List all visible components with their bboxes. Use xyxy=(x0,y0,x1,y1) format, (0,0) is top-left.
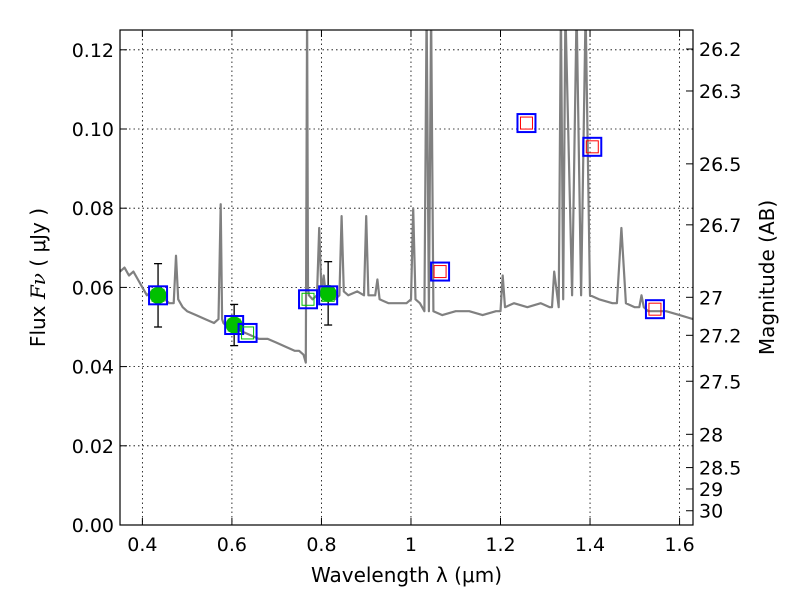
model-square-green-inner xyxy=(227,318,241,332)
y2-tick-label: 28 xyxy=(699,424,723,446)
y2-tick-label: 26.5 xyxy=(699,154,741,176)
model-square-red xyxy=(644,299,665,320)
x-tick-label: 0.4 xyxy=(127,534,157,556)
y-tick-label: 0.10 xyxy=(72,119,114,141)
x-tick-label: 0.8 xyxy=(306,534,336,556)
y-axis-title-suffix: ( μJy ) xyxy=(26,208,50,273)
model-square-red-inner xyxy=(648,302,662,316)
model-square-green xyxy=(318,285,339,306)
grid xyxy=(120,30,693,526)
x-tick-label: 1.6 xyxy=(664,534,694,556)
spectrum-line xyxy=(120,30,693,364)
y-axis-title: Flux Fν ( μJy ) xyxy=(26,208,50,347)
y2-tick-label: 26.7 xyxy=(699,215,741,237)
y2-tick-label: 26.2 xyxy=(699,39,741,61)
model-square-red-inner xyxy=(433,265,447,279)
photometry-markers xyxy=(148,113,665,343)
plot-frame xyxy=(119,29,694,526)
model-square-red-inner xyxy=(585,140,599,154)
model-square-green-inner xyxy=(321,288,335,302)
y-tick-label: 0.06 xyxy=(72,277,114,299)
right-axis-title: Magnitude (AB) xyxy=(755,200,779,355)
model-square-green xyxy=(298,289,319,310)
model-square-green-inner xyxy=(241,326,255,340)
y2-tick-label: 26.3 xyxy=(699,81,741,103)
model-square-red xyxy=(430,261,451,282)
spectrum-series xyxy=(120,30,693,364)
y2-tick-label: 29 xyxy=(699,479,723,501)
ticks: 0.4 0.6 0.8 1 1.2 1.4 1.6 0.00 0.02 0.04 0.06 0.08 0… xyxy=(72,30,741,556)
x-tick-label: 1.4 xyxy=(575,534,605,556)
y-tick-label: 0.04 xyxy=(72,357,114,379)
y-tick-label: 0.12 xyxy=(72,40,114,62)
y-axis-title-symbol: Fν xyxy=(26,273,50,300)
x-tick-label: 1 xyxy=(405,534,417,556)
y2-tick-label: 27.5 xyxy=(699,371,741,393)
model-square-red xyxy=(516,113,537,134)
model-square-red xyxy=(582,136,603,157)
y2-tick-label: 30 xyxy=(699,501,723,523)
y-axis-title-prefix: Flux xyxy=(26,299,50,347)
y2-tick-label: 27.2 xyxy=(699,325,741,347)
model-square-green xyxy=(148,285,169,306)
y2-tick-label: 28.5 xyxy=(699,458,741,480)
x-tick-label: 0.6 xyxy=(217,534,247,556)
model-square-red-inner xyxy=(519,116,533,130)
x-axis-title: Wavelength λ (μm) xyxy=(311,563,502,587)
model-square-green xyxy=(237,322,258,343)
y-tick-label: 0.02 xyxy=(72,436,114,458)
y-tick-label: 0.00 xyxy=(72,515,114,537)
y2-tick-label: 27 xyxy=(699,287,723,309)
x-tick-label: 1.2 xyxy=(485,534,515,556)
model-square-green xyxy=(224,315,245,336)
model-square-green-inner xyxy=(301,292,315,306)
y-tick-label: 0.08 xyxy=(72,198,114,220)
model-square-green-inner xyxy=(151,288,165,302)
